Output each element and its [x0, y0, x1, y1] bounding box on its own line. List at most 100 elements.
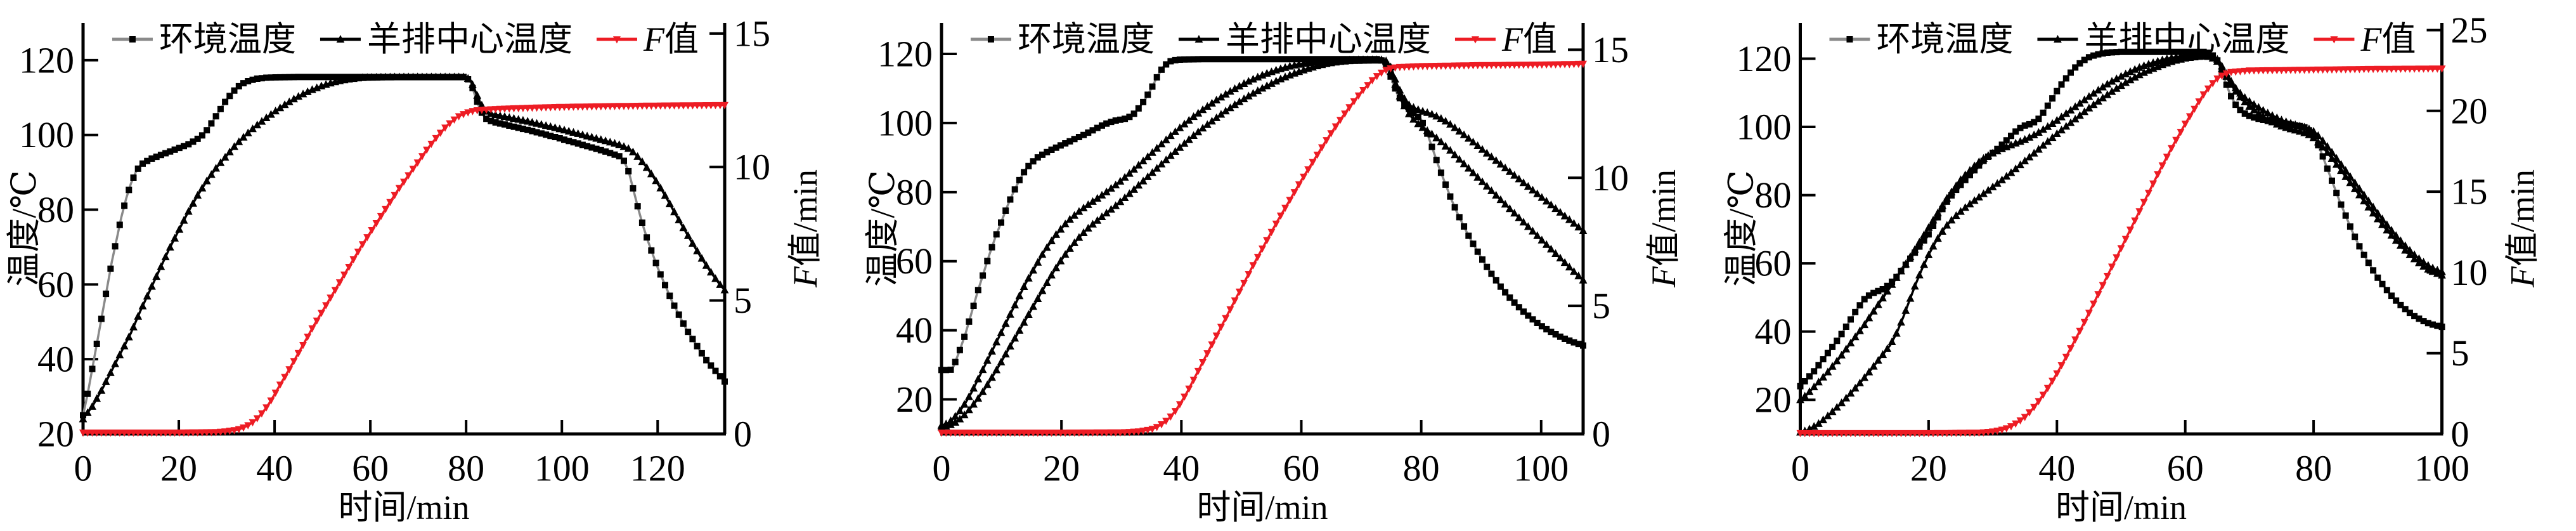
x-tick-label: 0	[74, 448, 93, 489]
legend-label-lamb-center-temperature: 羊排中心温度	[1226, 20, 1431, 58]
chart-3-canvas: 0 20 40 60 80 100 20 40 60 80 100 120 0 5 10 15 20 25 温度/℃…	[1723, 10, 2542, 527]
series-line-lamb-center-temperature	[1799, 53, 2443, 401]
legend-item-f-value: F值	[596, 20, 699, 58]
x-axis-label: 时间/min	[338, 488, 469, 527]
y-right-tick-label: 10	[1592, 157, 1629, 199]
chart-3: 0 20 40 60 80 100 20 40 60 80 100 120 0 5 10 15 20 25 温度/℃…	[1717, 0, 2575, 531]
legend-item-f-value: F值	[2314, 20, 2416, 58]
y-left-tick-label: 80	[1755, 174, 1792, 216]
series-markers-lamb-center-temperature-2	[1796, 51, 2446, 436]
series-line-lamb-center-temperature-2	[1800, 55, 2443, 433]
y-left-tick-label: 80	[37, 189, 74, 230]
y-right-tick-label: 25	[2451, 10, 2488, 51]
y-left-tick-label: 120	[1737, 38, 1792, 79]
y-left-tick-label: 100	[877, 102, 933, 143]
legend-item-ambient-temperature: 环境温度	[970, 20, 1155, 58]
series-markers-ambient-temperature	[80, 74, 728, 419]
x-tick-label: 80	[1403, 448, 1440, 489]
y-right-tick-label: 20	[2451, 90, 2488, 131]
y-left-tick-label: 120	[19, 39, 74, 81]
y-axis-right-label: F值/min	[786, 169, 824, 288]
y-left-tick-label: 120	[877, 34, 933, 75]
legend-item-ambient-temperature: 环境温度	[1829, 20, 2013, 58]
y-left-tick-label: 40	[1755, 311, 1792, 352]
chart-3-plot: 0 20 40 60 80 100 20 40 60 80 100 120 0 5 10 15 20 25 温度/℃…	[1723, 10, 2542, 527]
chart-1: 0 20 40 60 80 100 120 20 40 60 80 100 120 0 5 10 15 温度/℃ F…	[0, 0, 858, 531]
legend-label-f-value: F值	[2360, 20, 2416, 58]
y-axis-left-label: 温度/℃	[864, 170, 902, 286]
legend-marker-f-value-icon	[612, 36, 621, 44]
series-markers-ambient-temperature	[938, 56, 1586, 374]
x-tick-label: 80	[448, 448, 484, 489]
series-line-ambient-temperature	[942, 58, 1584, 372]
legend-label-ambient-temperature: 环境温度	[1876, 20, 2013, 58]
y-left-tick-label: 20	[1755, 379, 1792, 421]
series-markers-lamb-center-temperature-2	[937, 55, 1588, 431]
series-markers-lamb-center-temperature	[937, 55, 1588, 429]
x-tick-label: 60	[1283, 448, 1319, 489]
legend-marker-ambient-temperature-icon	[1846, 36, 1853, 43]
x-tick-label: 60	[2167, 448, 2204, 489]
x-tick-label: 100	[2414, 448, 2469, 489]
x-tick-label: 100	[1513, 448, 1569, 489]
x-tick-label: 120	[630, 448, 685, 489]
legend-marker-lamb-center-temperature-icon	[336, 35, 345, 43]
legend-marker-lamb-center-temperature-icon	[1194, 35, 1203, 43]
x-tick-label: 20	[160, 448, 197, 489]
x-tick-label: 60	[352, 448, 389, 489]
y-right-tick-label: 0	[734, 414, 752, 455]
y-right-tick-label: 5	[2451, 332, 2469, 374]
y-left-tick-label: 40	[896, 310, 933, 351]
legend-label-f-value: F值	[1501, 20, 1557, 58]
legend-item-lamb-center-temperature: 羊排中心温度	[1178, 20, 1431, 58]
y-right-tick-label: 0	[1592, 414, 1610, 455]
series-markers-f-value	[1796, 65, 2446, 438]
chart-2: 0 20 40 60 80 100 20 40 60 80 100 120 0 5 10 15 温度/℃ F值/m…	[858, 0, 1717, 531]
y-left-tick-label: 100	[1737, 107, 1792, 148]
y-right-tick-label: 5	[734, 280, 752, 321]
series-line-lamb-center-temperature-2	[941, 59, 1584, 428]
y-left-tick-label: 20	[896, 379, 933, 420]
legend-marker-ambient-temperature-icon	[987, 36, 994, 43]
series-line-lamb-center-temperature	[82, 75, 726, 420]
x-tick-label: 40	[256, 448, 293, 489]
x-tick-label: 0	[933, 448, 951, 489]
x-tick-label: 20	[1043, 448, 1080, 489]
legend-label-lamb-center-temperature: 羊排中心温度	[2084, 20, 2289, 58]
legend-item-lamb-center-temperature: 羊排中心温度	[2037, 20, 2289, 58]
series-line-ambient-temperature	[82, 75, 726, 416]
x-tick-label: 40	[1163, 448, 1200, 489]
y-right-tick-label: 15	[734, 13, 770, 54]
x-axis-label: 时间/min	[1196, 488, 1328, 527]
y-right-tick-label: 15	[2451, 171, 2488, 213]
series-line-lamb-center-temperature	[941, 58, 1584, 427]
y-axis-left-label: 温度/℃	[5, 170, 43, 286]
y-right-tick-label: 10	[734, 147, 770, 188]
x-tick-label: 0	[1791, 448, 1809, 489]
y-left-tick-label: 80	[896, 171, 933, 213]
y-right-tick-label: 15	[1592, 29, 1629, 70]
y-right-tick-label: 5	[1592, 285, 1610, 327]
y-left-tick-label: 60	[1755, 243, 1792, 284]
legend-label-lamb-center-temperature: 羊排中心温度	[367, 20, 573, 58]
legend-marker-f-value-icon	[1471, 36, 1479, 44]
y-left-tick-label: 100	[19, 114, 74, 155]
legend-marker-f-value-icon	[2330, 36, 2338, 44]
y-left-tick-label: 40	[37, 339, 74, 380]
legend-label-f-value: F值	[643, 20, 699, 58]
x-tick-label: 40	[2038, 448, 2075, 489]
y-right-tick-label: 0	[2451, 414, 2469, 455]
y-axis-right-label: F值/min	[2504, 169, 2542, 288]
y-left-tick-label: 60	[37, 264, 74, 305]
series-line-f-value	[83, 103, 725, 434]
y-axis-left-label: 温度/℃	[1723, 170, 1761, 286]
legend-label-ambient-temperature: 环境温度	[1018, 20, 1155, 58]
y-left-tick-label: 20	[37, 414, 74, 455]
y-axis-right-label: F值/min	[1645, 169, 1683, 288]
series-markers-lamb-center-temperature	[79, 72, 729, 423]
legend-label-ambient-temperature: 环境温度	[159, 20, 296, 58]
